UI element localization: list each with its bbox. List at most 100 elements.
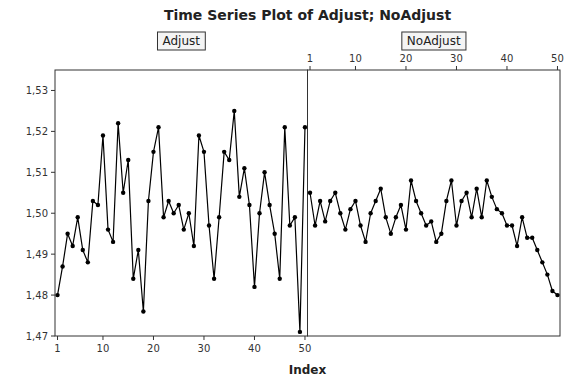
y-tick xyxy=(51,90,55,91)
point xyxy=(373,199,377,203)
point xyxy=(474,186,478,190)
point xyxy=(323,219,327,223)
point xyxy=(545,272,549,276)
point xyxy=(500,211,504,215)
series-line xyxy=(310,180,557,295)
point xyxy=(96,203,100,207)
x-axis-label: Index xyxy=(289,363,327,377)
y-tick-label: 1,52 xyxy=(26,126,48,137)
y-tick-label: 1,48 xyxy=(26,290,48,301)
panel-label: NoAdjust xyxy=(407,34,461,48)
point xyxy=(338,211,342,215)
point xyxy=(293,215,297,219)
panel-frame xyxy=(55,70,308,336)
point xyxy=(106,227,110,231)
point xyxy=(207,223,211,227)
point xyxy=(394,215,398,219)
point xyxy=(525,236,529,240)
point xyxy=(60,264,64,268)
y-tick-label: 1,53 xyxy=(26,85,48,96)
point xyxy=(182,227,186,231)
point xyxy=(262,170,266,174)
point xyxy=(485,178,489,182)
x-tick xyxy=(405,66,406,70)
x-tick xyxy=(355,66,356,70)
series-line xyxy=(58,111,305,332)
point xyxy=(464,191,468,195)
point xyxy=(242,166,246,170)
x-tick xyxy=(57,336,58,340)
x-tick-label: 40 xyxy=(501,53,514,64)
point xyxy=(166,199,170,203)
x-tick xyxy=(304,336,305,340)
point xyxy=(278,277,282,281)
point xyxy=(510,223,514,227)
series-group xyxy=(308,178,560,297)
point xyxy=(126,158,130,162)
point xyxy=(257,211,261,215)
x-tick-label: 50 xyxy=(299,343,312,354)
point xyxy=(358,223,362,227)
point xyxy=(171,211,175,215)
point xyxy=(222,150,226,154)
point xyxy=(368,211,372,215)
point xyxy=(318,199,322,203)
y-tick xyxy=(51,172,55,173)
y-tick xyxy=(51,254,55,255)
point xyxy=(535,248,539,252)
point xyxy=(267,203,271,207)
point xyxy=(217,215,221,219)
point xyxy=(212,277,216,281)
title: Time Series Plot of Adjust; NoAdjust xyxy=(164,7,452,23)
point xyxy=(434,240,438,244)
x-tick xyxy=(254,336,255,340)
chart: Time Series Plot of Adjust; NoAdjust Inde… xyxy=(0,0,576,384)
point xyxy=(384,215,388,219)
point xyxy=(131,277,135,281)
x-tick-label: 10 xyxy=(349,53,362,64)
point xyxy=(146,199,150,203)
point xyxy=(237,195,241,199)
point xyxy=(272,231,276,235)
point xyxy=(192,244,196,248)
point xyxy=(202,150,206,154)
y-tick-label: 1,49 xyxy=(26,249,48,260)
point xyxy=(348,207,352,211)
point xyxy=(550,289,554,293)
point xyxy=(328,199,332,203)
x-tick-label: 30 xyxy=(198,343,211,354)
point xyxy=(81,248,85,252)
point xyxy=(459,199,463,203)
x-tick xyxy=(203,336,204,340)
point xyxy=(454,223,458,227)
y-tick xyxy=(51,131,55,132)
point xyxy=(136,248,140,252)
point xyxy=(515,244,519,248)
point xyxy=(444,199,448,203)
y-tick-label: 1,47 xyxy=(26,331,48,342)
y-tick-label: 1,51 xyxy=(26,167,48,178)
point xyxy=(156,125,160,129)
point xyxy=(298,330,302,334)
point xyxy=(490,195,494,199)
point xyxy=(232,109,236,113)
point xyxy=(469,215,473,219)
point xyxy=(495,207,499,211)
point xyxy=(121,191,125,195)
point xyxy=(333,191,337,195)
point xyxy=(343,227,347,231)
point xyxy=(252,285,256,289)
point xyxy=(161,215,165,219)
point xyxy=(283,125,287,129)
panel-label-box xyxy=(157,32,205,50)
point xyxy=(379,186,383,190)
point xyxy=(197,133,201,137)
y-tick-label: 1,50 xyxy=(26,208,48,219)
point xyxy=(540,260,544,264)
point xyxy=(353,199,357,203)
x-tick-label: 1 xyxy=(54,343,60,354)
point xyxy=(303,125,307,129)
x-tick-label: 40 xyxy=(248,343,261,354)
point xyxy=(555,293,559,297)
x-tick xyxy=(456,66,457,70)
